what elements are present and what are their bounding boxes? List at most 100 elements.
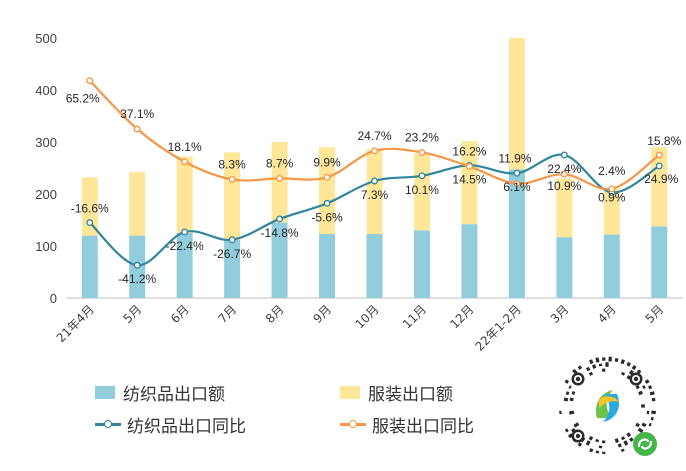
point-apparel-yoy <box>323 173 331 181</box>
x-tick-label: 21年4月 <box>54 302 97 345</box>
legend-item-apparel-yoy: 服装出口同比 <box>340 412 474 437</box>
data-label-apparel-yoy: 8.7% <box>266 156 294 170</box>
point-apparel-yoy <box>181 158 189 166</box>
point-textile-yoy <box>133 261 141 269</box>
point-apparel-yoy <box>133 125 141 133</box>
point-textile-yoy <box>228 236 236 244</box>
y-tick-label: 200 <box>35 187 57 202</box>
data-label-textile-yoy: -16.6% <box>71 202 109 216</box>
data-label-textile-yoy: 0.9% <box>598 190 626 204</box>
chart-legend: 纺织品出口额 服装出口额 纺织品出口同比 服装出口同比 <box>95 372 565 447</box>
x-tick-label: 10月 <box>352 302 381 331</box>
x-tick-label: 6月 <box>168 302 192 326</box>
bar-apparel-value <box>603 188 620 235</box>
bar-textile-value <box>603 234 620 298</box>
legend-label-textile-value: 纺织品出口额 <box>123 385 225 405</box>
data-label-textile-yoy: 24.9% <box>644 172 678 186</box>
bar-textile-value <box>413 230 430 298</box>
data-label-textile-yoy: 10.1% <box>405 183 439 197</box>
bar-apparel-value <box>366 149 383 235</box>
point-apparel-yoy <box>228 175 236 183</box>
bar-textile-value <box>81 235 98 298</box>
point-textile-yoy <box>181 228 189 236</box>
bar-apparel-value <box>556 178 573 238</box>
x-tick-label: 11月 <box>400 302 429 331</box>
data-label-apparel-yoy: 16.2% <box>452 144 486 158</box>
point-apparel-yoy <box>560 170 568 178</box>
data-label-apparel-yoy: 8.3% <box>218 157 246 171</box>
bar-textile-value <box>366 234 383 298</box>
point-textile-yoy <box>86 219 94 227</box>
point-apparel-yoy <box>465 162 473 170</box>
point-apparel-yoy <box>418 148 426 156</box>
y-tick-label: 0 <box>50 291 57 306</box>
x-tick-label: 8月 <box>263 302 287 326</box>
x-tick-label: 22年1-2月 <box>472 302 524 354</box>
point-apparel-yoy <box>513 180 521 188</box>
data-label-apparel-yoy: 24.7% <box>357 129 391 143</box>
data-label-textile-yoy: -26.7% <box>213 247 251 261</box>
x-tick-label: 9月 <box>310 302 334 326</box>
data-label-textile-yoy: -22.4% <box>166 239 204 253</box>
legend-item-textile-yoy: 纺织品出口同比 <box>95 412 246 437</box>
bar-textile-value <box>556 237 573 298</box>
bar-textile-value <box>319 234 336 298</box>
y-tick-label: 100 <box>35 239 57 254</box>
point-textile-yoy <box>418 172 426 180</box>
x-tick-label: 4月 <box>595 302 619 326</box>
data-label-apparel-yoy: 18.1% <box>168 140 202 154</box>
x-tick-label: 5月 <box>121 302 145 326</box>
point-textile-yoy <box>513 169 521 177</box>
legend-swatch-textile-value <box>95 386 115 399</box>
y-tick-label: 500 <box>35 31 57 46</box>
bar-apparel-value <box>129 172 146 236</box>
bar-apparel-value <box>319 147 336 235</box>
legend-label-textile-yoy: 纺织品出口同比 <box>127 417 246 437</box>
data-label-textile-yoy: 6.1% <box>503 180 531 194</box>
point-apparel-yoy <box>276 174 284 182</box>
bar-textile-value <box>461 224 478 298</box>
bar-textile-value <box>271 222 288 298</box>
point-textile-yoy <box>276 215 284 223</box>
x-tick-label: 5月 <box>643 302 667 326</box>
data-label-textile-yoy: 7.3% <box>361 188 389 202</box>
point-textile-yoy <box>371 177 378 185</box>
y-tick-label: 400 <box>35 83 57 98</box>
bar-apparel-value <box>224 152 241 240</box>
point-apparel-yoy <box>371 147 378 155</box>
x-tick-label: 12月 <box>447 302 476 331</box>
bar-apparel-value <box>271 142 288 223</box>
legend-swatch-apparel-value <box>340 386 360 399</box>
data-label-apparel-yoy: 10.9% <box>547 179 581 193</box>
point-textile-yoy <box>323 199 331 207</box>
x-tick-label: 7月 <box>215 302 239 326</box>
legend-item-apparel-value: 服装出口额 <box>340 380 453 405</box>
bar-textile-value <box>651 226 668 298</box>
point-textile-yoy <box>560 151 568 159</box>
bar-apparel-value <box>413 153 430 231</box>
bar-apparel-value <box>651 147 668 227</box>
data-label-apparel-yoy: 11.9% <box>498 152 531 166</box>
bar-apparel-value <box>461 140 478 225</box>
data-label-textile-yoy: -5.6% <box>311 210 343 224</box>
legend-swatch-apparel-yoy <box>340 418 366 431</box>
point-apparel-yoy <box>86 77 94 85</box>
data-label-textile-yoy: 22.4% <box>547 162 581 176</box>
data-label-textile-yoy: -41.2% <box>118 272 156 286</box>
data-label-apparel-yoy: 15.8% <box>647 134 681 148</box>
mini-program-qr-code-icon <box>555 354 659 458</box>
data-label-textile-yoy: 14.5% <box>452 172 486 186</box>
data-label-apparel-yoy: 37.1% <box>120 107 154 121</box>
data-label-apparel-yoy: 2.4% <box>598 164 626 178</box>
point-textile-yoy <box>655 162 663 170</box>
legend-swatch-textile-yoy <box>95 418 121 431</box>
bar-apparel-value <box>508 38 525 170</box>
bar-textile-value <box>176 233 193 298</box>
data-label-apparel-yoy: 9.9% <box>313 155 341 169</box>
point-apparel-yoy <box>608 185 616 193</box>
bar-textile-value <box>508 169 525 298</box>
data-label-apparel-yoy: 65.2% <box>66 92 100 106</box>
y-tick-label: 300 <box>35 135 57 150</box>
x-tick-label: 3月 <box>548 302 572 326</box>
